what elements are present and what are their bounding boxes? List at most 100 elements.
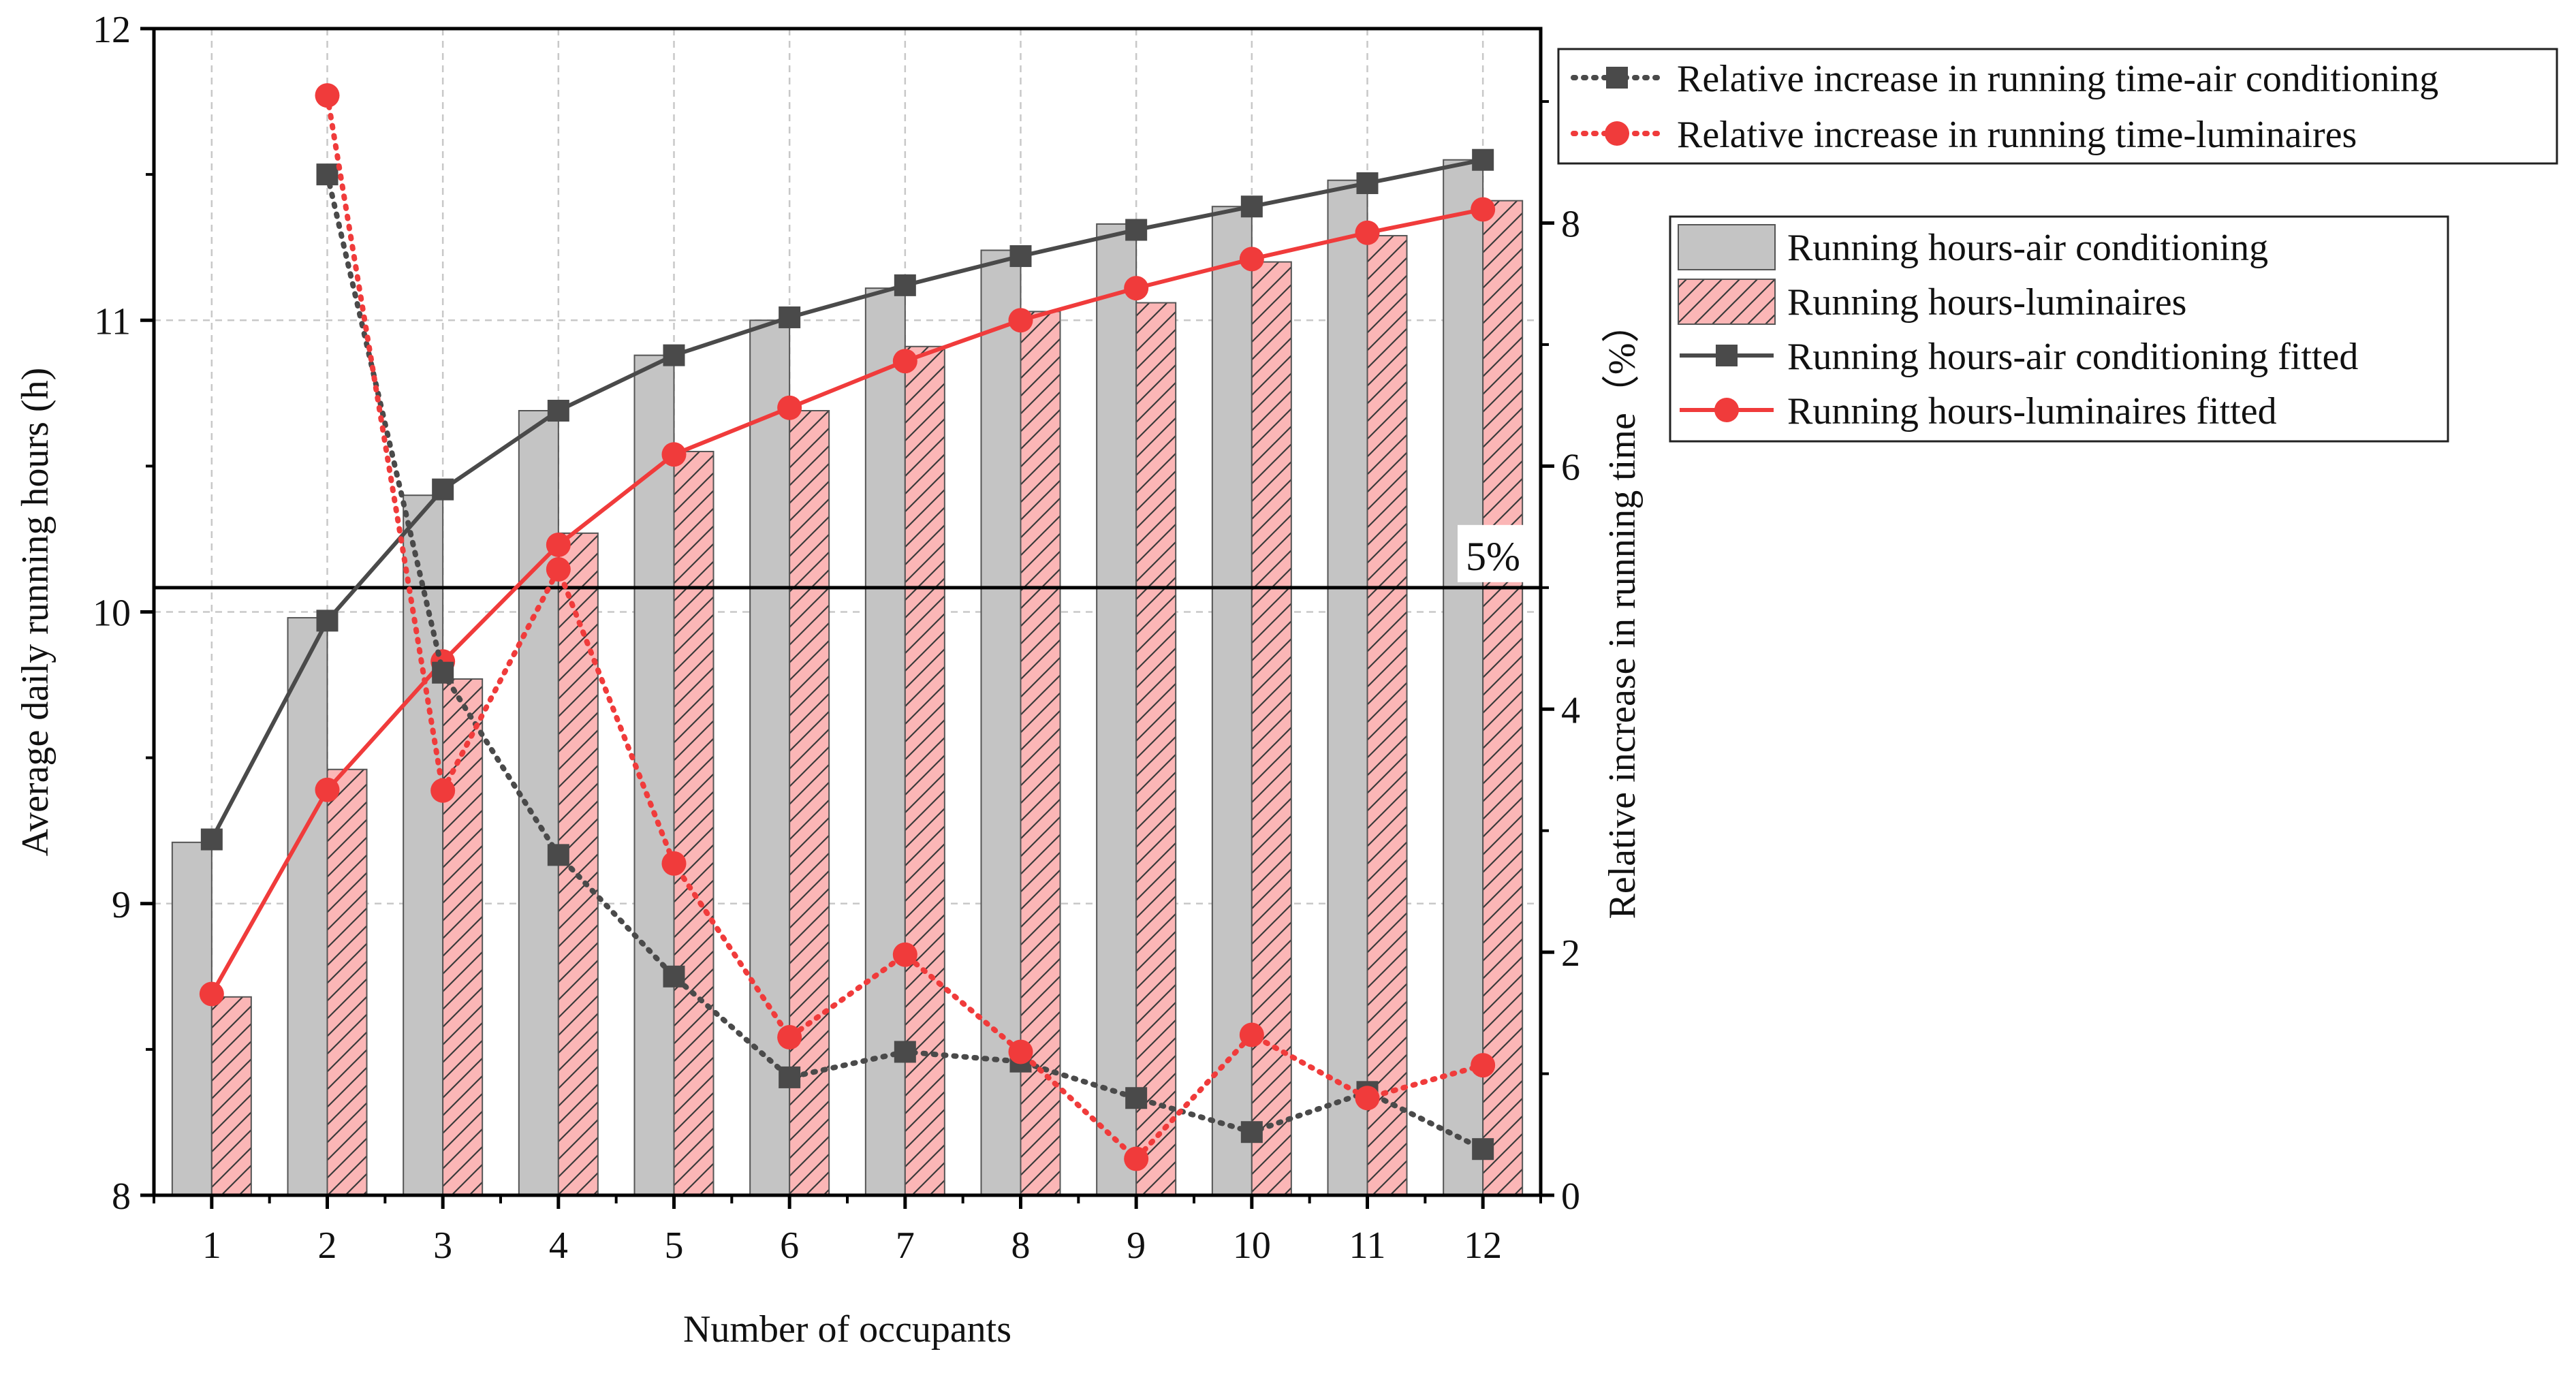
- x-tick-label: 10: [1233, 1225, 1271, 1267]
- y2-tick-label: 2: [1561, 932, 1580, 975]
- fit-marker-air-conditioning: [663, 344, 685, 366]
- fit-marker-air-conditioning: [432, 478, 454, 501]
- legend-swatch: [1678, 224, 1776, 270]
- fit-marker-air-conditioning: [1472, 148, 1494, 171]
- fit-marker-luminaires: [1471, 197, 1496, 222]
- relative-line-luminaires: [324, 93, 1486, 1163]
- bar-air-conditioning: [1096, 223, 1137, 1196]
- relative-marker-air-conditioning: [547, 844, 569, 866]
- legend-label: Running hours-luminaires fitted: [1787, 390, 2277, 432]
- bar-luminaires: [1482, 200, 1524, 1197]
- relative-marker-air-conditioning: [1240, 1121, 1263, 1143]
- fit-marker-luminaires: [546, 533, 571, 558]
- fit-marker-air-conditioning: [779, 306, 801, 328]
- y2-tick-label: 4: [1561, 689, 1580, 731]
- relative-marker-air-conditioning: [1472, 1138, 1494, 1161]
- relative-marker-air-conditioning: [1125, 1087, 1148, 1109]
- bar-air-conditioning: [287, 617, 328, 1196]
- fit-line-luminaires: [210, 207, 1483, 995]
- bar-air-conditioning: [1443, 159, 1484, 1196]
- y-tick-label: 8: [112, 1175, 131, 1218]
- bar-luminaires: [442, 678, 484, 1196]
- legend-label: Running hours-air conditioning fitted: [1787, 336, 2358, 378]
- bar-luminaires: [673, 450, 714, 1196]
- bar-luminaires: [789, 410, 830, 1197]
- y-tick-label: 9: [112, 884, 131, 926]
- relative-marker-luminaires: [546, 557, 571, 582]
- fit-marker-air-conditioning: [1125, 219, 1148, 241]
- threshold-label: 5%: [1466, 534, 1520, 579]
- x-tick-label: 5: [665, 1225, 684, 1267]
- x-tick-label: 3: [433, 1225, 452, 1267]
- legend-marker: [1716, 345, 1738, 366]
- legend-label: Running hours-air conditioning: [1787, 227, 2268, 269]
- fit-marker-luminaires: [892, 349, 917, 374]
- relative-marker-luminaires: [1239, 1022, 1264, 1047]
- x-tick-label: 11: [1349, 1225, 1386, 1267]
- y-axis-title: Average daily running hours (h): [14, 368, 57, 856]
- x-tick-label: 2: [318, 1225, 337, 1267]
- lines-layer: [199, 83, 1496, 1171]
- x-axis-title: Number of occupants: [683, 1308, 1011, 1351]
- relative-marker-air-conditioning: [432, 661, 454, 684]
- y-tick-label: 11: [94, 300, 131, 343]
- relative-marker-luminaires: [430, 778, 456, 803]
- fit-marker-air-conditioning: [1240, 195, 1263, 218]
- y2-tick-label: 8: [1561, 204, 1580, 246]
- y-tick-label: 12: [93, 9, 131, 51]
- relative-marker-luminaires: [1355, 1086, 1380, 1111]
- bar-air-conditioning: [1211, 206, 1253, 1196]
- fit-marker-air-conditioning: [547, 400, 569, 422]
- x-tick-label: 12: [1464, 1225, 1502, 1267]
- fit-marker-luminaires: [1008, 308, 1033, 333]
- x-tick-label: 1: [202, 1225, 221, 1267]
- bar-luminaires: [210, 996, 252, 1197]
- bar-luminaires: [326, 768, 368, 1196]
- legend-bottom-frame: [1669, 215, 2449, 443]
- relative-marker-luminaires: [315, 83, 340, 108]
- x-tick-label: 9: [1127, 1225, 1146, 1267]
- y-tick-label: 10: [93, 593, 131, 635]
- legend-top: Relative increase in running time-air co…: [1557, 48, 2558, 165]
- x-tick-label: 4: [549, 1225, 568, 1267]
- threshold-label-bg: [1458, 524, 1528, 582]
- fit-marker-luminaires: [199, 981, 224, 1007]
- fit-line-air-conditioning: [210, 157, 1483, 840]
- fit-marker-luminaires: [777, 395, 802, 420]
- relative-marker-luminaires: [1471, 1053, 1496, 1078]
- fit-marker-luminaires: [661, 442, 687, 467]
- fit-marker-air-conditioning: [200, 828, 223, 851]
- threshold-layer: 5%: [154, 524, 1541, 590]
- relative-marker-air-conditioning: [663, 965, 685, 988]
- bar-luminaires: [1366, 235, 1408, 1196]
- bars-layer: [171, 159, 1524, 1197]
- y2-axis-title: Relative increase in running time（%）: [1601, 305, 1644, 919]
- fit-marker-air-conditioning: [1356, 172, 1379, 194]
- x-tick-label: 6: [780, 1225, 799, 1267]
- fit-marker-luminaires: [1124, 276, 1149, 301]
- fit-marker-air-conditioning: [316, 610, 339, 632]
- legend-top-frame: [1557, 48, 2558, 165]
- bar-air-conditioning: [749, 319, 791, 1196]
- bar-luminaires: [1135, 302, 1177, 1196]
- relative-marker-luminaires: [1124, 1146, 1149, 1171]
- x-tick-label: 8: [1011, 1225, 1031, 1267]
- relative-marker-luminaires: [892, 942, 917, 967]
- fit-marker-luminaires: [1355, 220, 1380, 245]
- fit-marker-air-conditioning: [1009, 245, 1032, 268]
- legend-swatch: [1678, 279, 1776, 325]
- fit-marker-luminaires: [1239, 247, 1264, 272]
- relative-marker-air-conditioning: [779, 1066, 801, 1088]
- legend-label: Relative increase in running time-lumina…: [1677, 114, 2357, 156]
- bar-air-conditioning: [1327, 179, 1368, 1197]
- relative-marker-luminaires: [777, 1025, 802, 1050]
- relative-marker-air-conditioning: [894, 1041, 916, 1063]
- bar-air-conditioning: [171, 841, 213, 1196]
- relative-marker-air-conditioning: [316, 163, 339, 186]
- fit-marker-luminaires: [315, 777, 340, 802]
- y2-tick-label: 0: [1561, 1175, 1580, 1218]
- relative-marker-luminaires: [1008, 1039, 1033, 1064]
